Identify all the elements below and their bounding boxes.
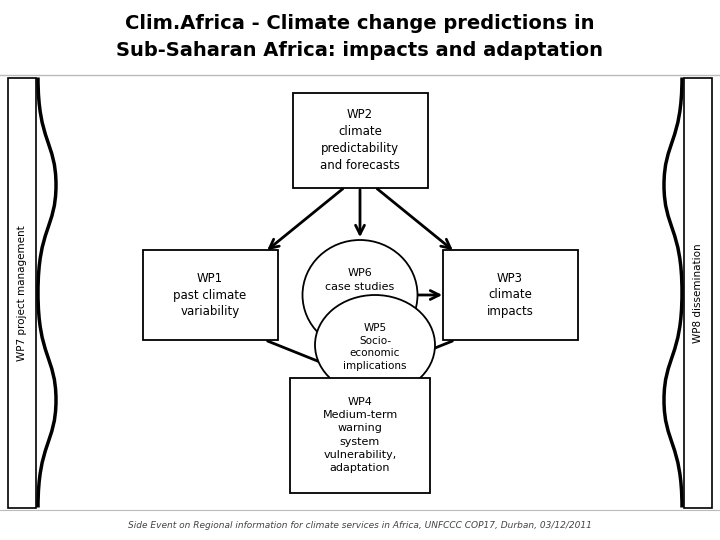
Text: Clim.Africa - Climate change predictions in
Sub-Saharan Africa: impacts and adap: Clim.Africa - Climate change predictions… [117,14,603,60]
Text: WP3
climate
impacts: WP3 climate impacts [487,272,534,319]
Ellipse shape [315,295,435,395]
FancyBboxPatch shape [684,78,712,508]
Text: WP4
Medium-term
warning
system
vulnerability,
adaptation: WP4 Medium-term warning system vulnerabi… [323,397,397,473]
Text: WP1
past climate
variability: WP1 past climate variability [174,272,247,319]
FancyBboxPatch shape [143,250,277,340]
FancyBboxPatch shape [290,377,430,492]
Ellipse shape [302,240,418,350]
Text: Side Event on Regional information for climate services in Africa, UNFCCC COP17,: Side Event on Regional information for c… [128,521,592,530]
Text: WP5
Socio-
economic
implications: WP5 Socio- economic implications [343,323,407,370]
Text: WP2
climate
predictability
and forecasts: WP2 climate predictability and forecasts [320,108,400,172]
FancyBboxPatch shape [8,78,36,508]
FancyBboxPatch shape [443,250,577,340]
FancyBboxPatch shape [292,92,428,187]
Text: WP7 project management: WP7 project management [17,225,27,361]
Text: WP8 dissemination: WP8 dissemination [693,243,703,343]
Text: WP6
case studies: WP6 case studies [325,268,395,292]
